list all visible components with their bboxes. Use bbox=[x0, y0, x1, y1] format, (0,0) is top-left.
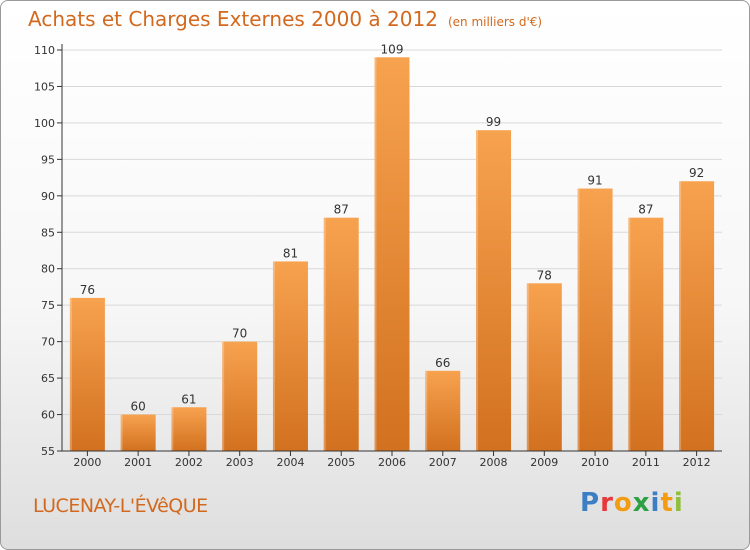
y-tick-label: 85 bbox=[41, 226, 55, 239]
bar-value-label: 91 bbox=[587, 174, 602, 188]
y-tick-label: 70 bbox=[41, 336, 55, 349]
x-tick-label: 2000 bbox=[73, 456, 101, 469]
bar bbox=[425, 370, 461, 451]
bars: 76 60 61 70 81 87 109 66 99 78 91 87 92 bbox=[69, 42, 715, 452]
bar-value-label: 92 bbox=[689, 166, 704, 180]
bar bbox=[526, 283, 562, 451]
bar-value-label: 66 bbox=[435, 356, 450, 370]
y-tick-label: 65 bbox=[41, 372, 55, 385]
bar bbox=[679, 181, 715, 451]
bar-highlight bbox=[272, 261, 275, 451]
bar-value-label: 61 bbox=[181, 392, 196, 406]
bar bbox=[69, 297, 105, 451]
bar-value-label: 87 bbox=[638, 203, 653, 217]
unit-label: (en milliers d'€) bbox=[447, 15, 543, 29]
x-tick-label: 2007 bbox=[429, 456, 457, 469]
bar bbox=[628, 217, 664, 451]
bar bbox=[171, 407, 207, 451]
bar-value-label: 76 bbox=[80, 283, 95, 297]
x-tick-label: 2010 bbox=[581, 456, 609, 469]
x-tick-label: 2004 bbox=[276, 456, 304, 469]
bar-highlight bbox=[222, 341, 225, 451]
bar bbox=[476, 130, 512, 451]
bar-highlight bbox=[628, 217, 631, 451]
bar bbox=[222, 341, 258, 451]
y-tick-label: 60 bbox=[41, 409, 55, 422]
logo-letter: r bbox=[600, 488, 614, 518]
bar-value-label: 70 bbox=[232, 327, 247, 341]
bar-highlight bbox=[476, 130, 479, 451]
bar-highlight bbox=[374, 57, 377, 452]
x-tick-label: 2009 bbox=[530, 456, 558, 469]
bar-value-label: 99 bbox=[486, 115, 501, 129]
x-tick-label: 2003 bbox=[226, 456, 254, 469]
x-tick-label: 2008 bbox=[480, 456, 508, 469]
logo-letter: x bbox=[632, 488, 651, 518]
x-tick-label: 2002 bbox=[175, 456, 203, 469]
bar-highlight bbox=[69, 297, 72, 451]
y-tick-label: 80 bbox=[41, 263, 55, 276]
title-row: Achats et Charges Externes 2000 à 2012 (e… bbox=[28, 7, 542, 31]
proxiti-logo: Proxiti bbox=[580, 488, 684, 518]
y-tick-label: 100 bbox=[34, 117, 55, 130]
y-tick-label: 55 bbox=[41, 445, 55, 458]
bar-highlight bbox=[526, 283, 529, 451]
bar-value-label: 81 bbox=[283, 246, 298, 260]
logo-letter: i bbox=[650, 488, 661, 518]
bar bbox=[577, 188, 613, 451]
y-tick-label: 110 bbox=[34, 44, 55, 57]
logo-letter: o bbox=[613, 488, 633, 518]
x-tick-label: 2005 bbox=[327, 456, 355, 469]
y-tick-label: 105 bbox=[34, 80, 55, 93]
logo-letter: t bbox=[660, 488, 674, 518]
bar bbox=[323, 217, 359, 451]
bar-highlight bbox=[577, 188, 580, 451]
bar bbox=[374, 57, 410, 452]
bar-highlight bbox=[679, 181, 682, 451]
bar-highlight bbox=[323, 217, 326, 451]
bar-value-label: 109 bbox=[381, 42, 404, 56]
bar-highlight bbox=[120, 414, 123, 451]
bar-highlight bbox=[171, 407, 174, 451]
x-tick-label: 2011 bbox=[632, 456, 660, 469]
bar bbox=[120, 414, 156, 451]
logo-letter: P bbox=[580, 488, 601, 518]
x-tick-label: 2001 bbox=[124, 456, 152, 469]
commune-name: LUCENAY-L'ÉVêQUE bbox=[33, 495, 208, 517]
bar-value-label: 78 bbox=[537, 268, 552, 282]
y-tick-label: 75 bbox=[41, 299, 55, 312]
y-tick-label: 90 bbox=[41, 190, 55, 203]
bar-value-label: 87 bbox=[334, 203, 349, 217]
bar-value-label: 60 bbox=[131, 400, 146, 414]
axes: 55 60 65 70 75 80 85 90 95 100 105 110 2000 2001 2002 2… bbox=[34, 44, 722, 469]
x-tick-label: 2012 bbox=[683, 456, 711, 469]
logo-letter: i bbox=[673, 488, 684, 518]
chart-title: Achats et Charges Externes 2000 à 2012 bbox=[28, 7, 438, 31]
bar bbox=[272, 261, 308, 451]
x-tick-label: 2006 bbox=[378, 456, 406, 469]
y-tick-label: 95 bbox=[41, 153, 55, 166]
bar-highlight bbox=[425, 370, 428, 451]
